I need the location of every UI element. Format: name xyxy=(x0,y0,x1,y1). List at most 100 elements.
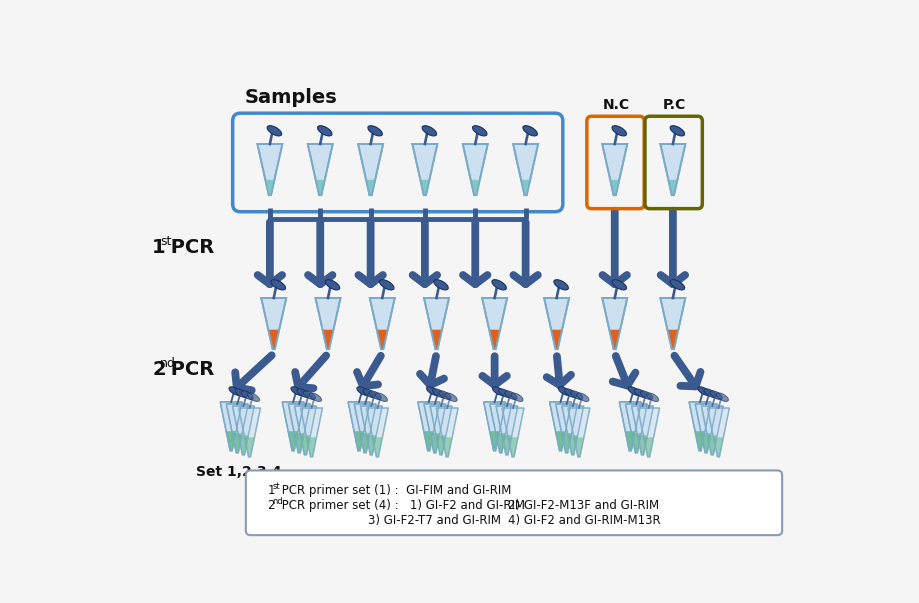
Ellipse shape xyxy=(434,280,448,290)
Ellipse shape xyxy=(439,391,451,399)
Ellipse shape xyxy=(325,280,340,290)
Polygon shape xyxy=(609,330,620,349)
Ellipse shape xyxy=(375,393,388,402)
Ellipse shape xyxy=(505,391,516,399)
Polygon shape xyxy=(490,431,500,450)
Ellipse shape xyxy=(646,393,659,402)
Ellipse shape xyxy=(523,125,538,136)
Polygon shape xyxy=(367,435,376,455)
Polygon shape xyxy=(696,404,717,453)
Ellipse shape xyxy=(229,387,241,396)
Polygon shape xyxy=(490,404,512,453)
Ellipse shape xyxy=(297,389,310,397)
Ellipse shape xyxy=(303,391,315,399)
Ellipse shape xyxy=(445,393,457,402)
Polygon shape xyxy=(420,180,429,195)
Polygon shape xyxy=(360,433,370,453)
Polygon shape xyxy=(301,435,311,455)
Polygon shape xyxy=(301,408,323,457)
Polygon shape xyxy=(430,433,440,453)
Polygon shape xyxy=(556,404,577,453)
Ellipse shape xyxy=(472,125,487,136)
Polygon shape xyxy=(661,298,686,349)
Ellipse shape xyxy=(571,391,583,399)
Polygon shape xyxy=(442,437,452,457)
Polygon shape xyxy=(574,437,584,457)
Ellipse shape xyxy=(422,125,437,136)
Ellipse shape xyxy=(380,280,394,290)
Ellipse shape xyxy=(641,391,652,399)
Polygon shape xyxy=(638,435,648,455)
Polygon shape xyxy=(695,431,705,450)
Polygon shape xyxy=(244,437,255,457)
Polygon shape xyxy=(413,144,437,195)
Text: 1: 1 xyxy=(267,484,275,497)
Polygon shape xyxy=(562,433,572,453)
Polygon shape xyxy=(619,402,641,450)
Polygon shape xyxy=(667,330,678,349)
Polygon shape xyxy=(424,298,449,349)
Polygon shape xyxy=(689,402,711,450)
Polygon shape xyxy=(226,431,236,450)
Text: 4) GI-F2 and GI-RIM-M13R: 4) GI-F2 and GI-RIM-M13R xyxy=(508,514,661,526)
Text: nd: nd xyxy=(272,497,283,506)
Ellipse shape xyxy=(310,393,322,402)
Polygon shape xyxy=(661,144,686,195)
Polygon shape xyxy=(436,435,446,455)
Polygon shape xyxy=(266,180,275,195)
Polygon shape xyxy=(315,298,341,349)
Polygon shape xyxy=(502,435,512,455)
Polygon shape xyxy=(323,330,334,349)
Polygon shape xyxy=(238,435,248,455)
Polygon shape xyxy=(226,404,248,453)
Ellipse shape xyxy=(564,389,576,397)
Polygon shape xyxy=(354,431,364,450)
Polygon shape xyxy=(430,406,452,455)
Polygon shape xyxy=(701,406,723,455)
Text: PCR: PCR xyxy=(165,360,215,379)
Polygon shape xyxy=(358,144,383,195)
Polygon shape xyxy=(562,406,584,455)
Polygon shape xyxy=(307,437,316,457)
Ellipse shape xyxy=(291,387,303,396)
Ellipse shape xyxy=(363,389,375,397)
Text: PCR primer set (1) :  GI-FIM and GI-RIM: PCR primer set (1) : GI-FIM and GI-RIM xyxy=(278,484,511,497)
Ellipse shape xyxy=(241,391,254,399)
Ellipse shape xyxy=(511,393,523,402)
Polygon shape xyxy=(708,408,730,457)
Polygon shape xyxy=(610,180,619,195)
Polygon shape xyxy=(668,180,677,195)
Polygon shape xyxy=(221,402,242,450)
Polygon shape xyxy=(708,435,717,455)
Polygon shape xyxy=(289,404,311,453)
Polygon shape xyxy=(482,298,507,349)
Ellipse shape xyxy=(492,280,506,290)
Polygon shape xyxy=(602,298,628,349)
Text: 1: 1 xyxy=(152,238,165,257)
Ellipse shape xyxy=(235,389,247,397)
Ellipse shape xyxy=(368,125,382,136)
Polygon shape xyxy=(631,433,641,453)
Polygon shape xyxy=(602,144,628,195)
Ellipse shape xyxy=(317,125,332,136)
Text: st: st xyxy=(272,482,279,491)
Text: 2) GI-F2-M13F and GI-RIM: 2) GI-F2-M13F and GI-RIM xyxy=(508,499,659,512)
Polygon shape xyxy=(555,431,565,450)
Polygon shape xyxy=(360,406,382,455)
Polygon shape xyxy=(366,180,375,195)
Ellipse shape xyxy=(369,391,381,399)
Polygon shape xyxy=(643,437,653,457)
Polygon shape xyxy=(550,402,572,450)
Text: st: st xyxy=(160,235,171,248)
Polygon shape xyxy=(463,144,488,195)
Ellipse shape xyxy=(698,387,710,396)
Polygon shape xyxy=(308,144,333,195)
Polygon shape xyxy=(713,437,723,457)
Polygon shape xyxy=(521,180,530,195)
Polygon shape xyxy=(625,431,635,450)
Polygon shape xyxy=(437,408,458,457)
Polygon shape xyxy=(568,408,590,457)
Ellipse shape xyxy=(499,389,511,397)
Polygon shape xyxy=(638,408,660,457)
Polygon shape xyxy=(496,406,517,455)
